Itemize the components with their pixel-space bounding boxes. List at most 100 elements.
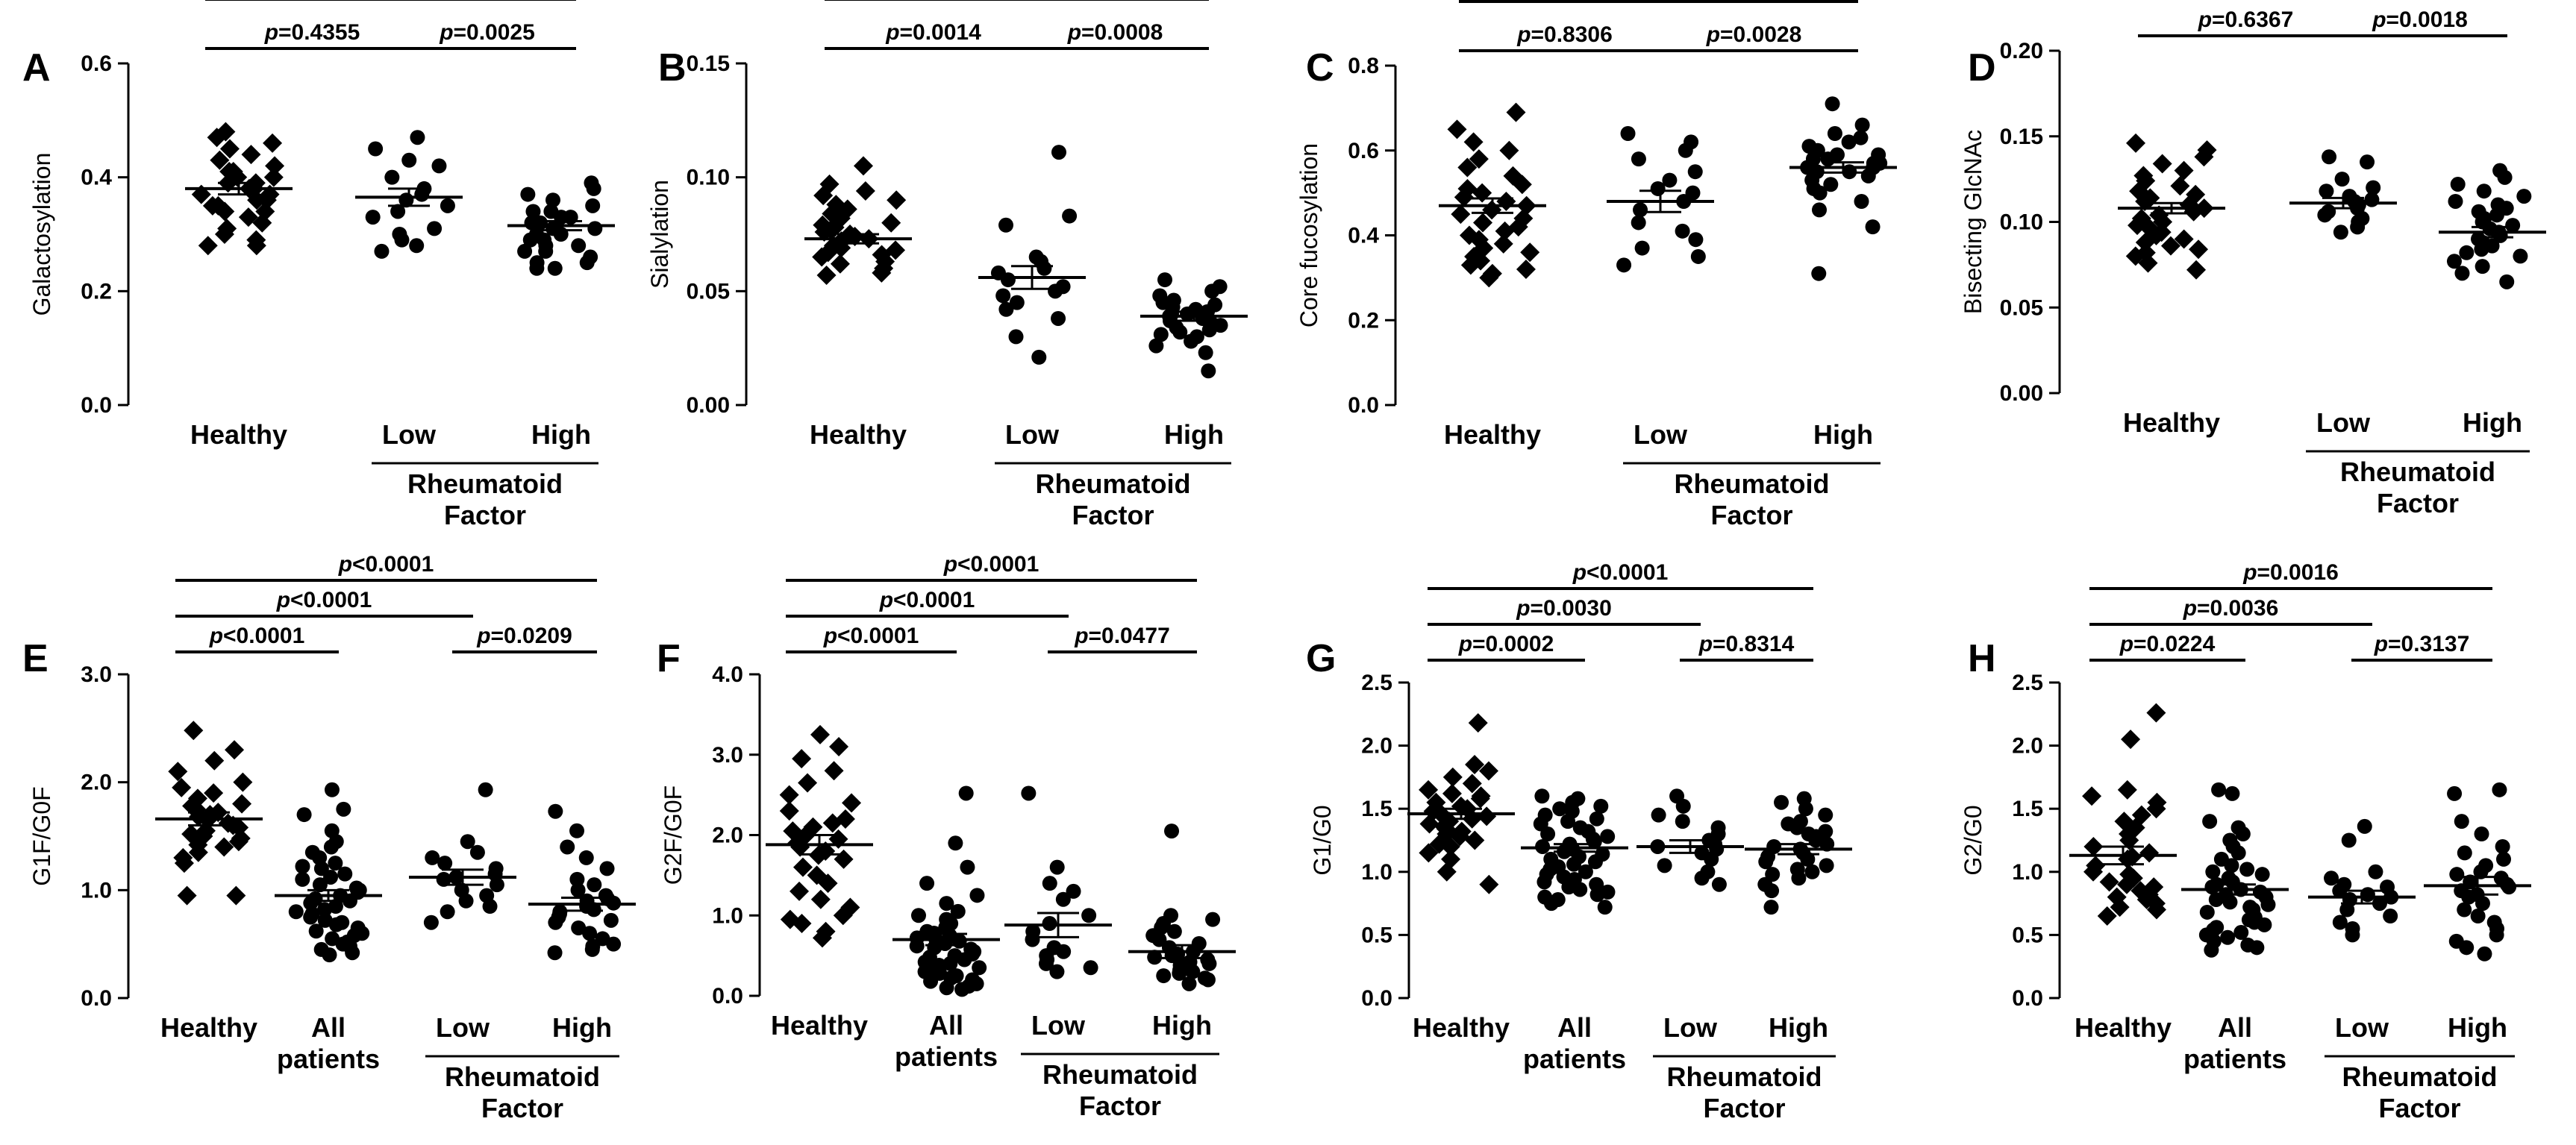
data-point [1657,858,1672,873]
data-point [1600,829,1616,844]
panel-d: D 0.00 0.05 0.10 0.15 0.20 Bisecting GlcNAc Hea… [1960,7,2546,518]
data-point [188,842,208,862]
panel-c: C 0.0 0.2 0.4 0.6 0.8 Core fucosylation Healthy… [1295,0,1897,530]
y-tick-label: 1.0 [712,903,743,928]
data-point [793,857,813,877]
data-point [810,724,830,744]
data-point [2357,818,2372,834]
y-tick-label: 2.0 [712,824,743,848]
p-value-label: p=0.8314 [1698,632,1795,656]
category-label: Low [2316,407,2371,438]
p-symbol: p [209,624,223,648]
data-point [246,236,266,256]
data-point [263,133,283,153]
data-point [1469,149,1489,169]
data-point [2146,703,2166,723]
series-high [528,803,636,961]
data-point [1825,96,1840,112]
data-point [939,896,954,912]
data-point [1198,345,1213,360]
y-tick-label: 0.05 [687,279,730,304]
data-point [2459,940,2475,956]
series-low [355,130,463,259]
y-axis-title: G1F/G0F [28,786,55,885]
y-tick-label: 1.0 [81,878,112,903]
data-point [1865,219,1881,235]
y-tick-label: 0.5 [1361,923,1392,947]
data-point [345,945,360,961]
group-label: Rheumatoid [445,1061,600,1092]
p-value-label: p=0.6367 [2198,7,2294,32]
category-label: High [552,1012,612,1043]
p-value: =0.0002 [1472,632,1554,656]
data-point [579,255,595,271]
category-label-word: High [2463,407,2522,438]
data-point [779,785,799,805]
data-point [2449,867,2465,882]
data-point [2222,894,2238,910]
y-axis-title: Sialylation [646,180,673,289]
data-point [1560,814,1576,829]
panel-letter: A [22,46,51,90]
data-point [2492,782,2507,797]
series-healthy [1439,102,1546,288]
data-point [1457,157,1478,178]
category-label: Low [1663,1012,1718,1043]
data-point [482,899,498,915]
group-label: Factor [1710,500,1792,530]
data-point [308,923,324,939]
data-point [830,254,850,274]
data-point [2499,274,2515,289]
data-point [317,902,333,917]
data-point [872,263,892,283]
panel-letter: E [22,637,49,680]
data-point [923,973,939,989]
data-point [1566,856,1582,872]
category-label: All patients [1523,1012,1626,1074]
data-point [548,803,563,819]
p-value: =0.0016 [2257,560,2339,585]
data-point [1478,761,1498,781]
group-label: Rheumatoid [2342,1061,2497,1092]
y-tick-label: 0.6 [81,51,112,76]
p-value-label: p<0.0001 [1572,560,1669,585]
data-point [998,301,1014,317]
data-point [2170,176,2190,196]
data-point [969,888,985,903]
data-point [2186,260,2207,280]
data-point [1181,976,1197,991]
data-point [1056,944,1072,959]
data-point [2475,896,2490,912]
data-point [2174,229,2194,249]
category-label: Low [1031,1010,1086,1041]
data-point [1465,830,1485,850]
category-label-word: High [2448,1012,2507,1043]
panel-f: F 0.0 1.0 2.0 3.0 4.0 G2F/G0F Healthy All patient… [657,552,1236,1121]
data-point [578,850,594,865]
data-point [1827,126,1842,141]
data-point [538,243,554,259]
data-point [1437,862,1457,882]
data-point [214,837,234,857]
category-label-word: Low [1663,1012,1718,1043]
data-point [2457,902,2472,917]
data-point [394,232,410,248]
y-tick-label: 1.0 [1361,860,1392,885]
data-point [1055,891,1071,907]
data-point [2126,133,2146,153]
data-point [241,145,261,165]
data-point [2204,879,2220,895]
p-symbol: p [2374,632,2388,656]
data-point [2447,785,2463,801]
category-label: High [531,419,591,450]
p-symbol: p [943,552,957,577]
data-point [431,158,447,174]
data-point [425,850,440,865]
series-all-patients [892,785,1000,997]
group-label: Rheumatoid [1035,468,1190,499]
y-tick-label: 2.0 [2012,734,2043,759]
group-label: Rheumatoid [1042,1059,1198,1090]
data-point [2152,154,2172,174]
category-label-word: High [1152,1010,1212,1041]
data-point [1185,964,1201,979]
